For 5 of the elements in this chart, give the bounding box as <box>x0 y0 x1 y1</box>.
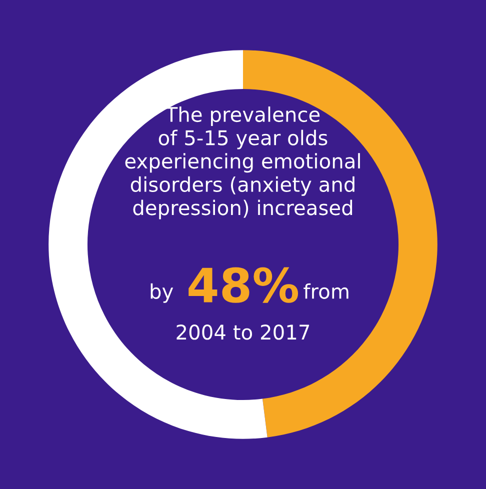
text: by <box>150 283 174 303</box>
text: The prevalence of 5-15 year olds experiencing emotional disorders (anxiety and depression) increased <box>125 106 360 220</box>
text: from <box>304 283 348 299</box>
data-label: 48% <box>188 267 298 303</box>
text: 2004 to 2017 <box>176 324 310 340</box>
